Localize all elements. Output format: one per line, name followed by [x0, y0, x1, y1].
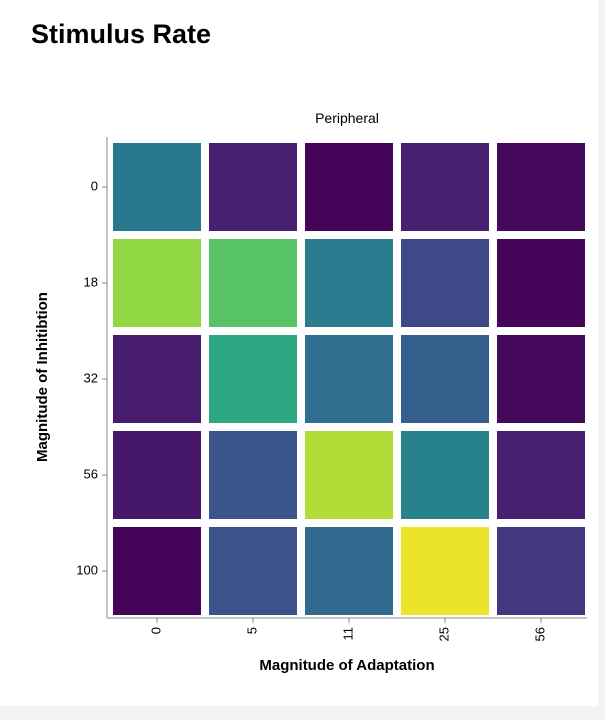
heatmap-cell-r4-c2 — [305, 527, 393, 615]
x-tick-label: 5 — [244, 627, 259, 634]
x-tick-label: 25 — [436, 627, 451, 641]
heatmap-cell-r4-c1 — [209, 527, 297, 615]
chart-axes — [106, 137, 587, 619]
heatmap-cell-r2-c0 — [113, 335, 201, 423]
x-tick-label: 11 — [340, 627, 355, 641]
heatmap-cell-r2-c1 — [209, 335, 297, 423]
heatmap-cell-r1-c1 — [209, 239, 297, 327]
heatmap-cell-r4-c3 — [401, 527, 489, 615]
heatmap-cell-r1-c0 — [113, 239, 201, 327]
heatmap-cell-r2-c4 — [497, 335, 585, 423]
y-tick-label: 0 — [91, 178, 98, 193]
heatmap-cell-r0-c0 — [113, 143, 201, 231]
heatmap-cell-r0-c2 — [305, 143, 393, 231]
heatmap-cell-r3-c2 — [305, 431, 393, 519]
panel-title: Peripheral — [315, 110, 379, 126]
y-tick-label: 56 — [84, 466, 98, 481]
x-axis-title: Magnitude of Adaptation — [259, 657, 434, 674]
heatmap-cell-r2-c2 — [305, 335, 393, 423]
heatmap-cell-r0-c1 — [209, 143, 297, 231]
heatmap-cell-r3-c3 — [401, 431, 489, 519]
heatmap-cell-r2-c3 — [401, 335, 489, 423]
y-tick-label: 100 — [76, 562, 98, 577]
heatmap-cell-r4-c4 — [497, 527, 585, 615]
heatmap-cell-r3-c4 — [497, 431, 585, 519]
x-tick-label: 0 — [148, 627, 163, 634]
heatmap-cell-r0-c3 — [401, 143, 489, 231]
x-axis-ticks: 0 5 11 25 56 — [148, 618, 547, 641]
y-axis-title: Magnitude of Inhitibtion — [34, 292, 51, 462]
heatmap-cell-r3-c1 — [209, 431, 297, 519]
y-axis-ticks: 0 18 32 56 100 — [76, 178, 107, 577]
x-tick-label: 56 — [532, 627, 547, 641]
heatmap-cell-r3-c0 — [113, 431, 201, 519]
heatmap-cell-r4-c0 — [113, 527, 201, 615]
heatmap-cell-r1-c2 — [305, 239, 393, 327]
y-tick-label: 18 — [84, 274, 98, 289]
heatmap-cells — [113, 143, 585, 615]
y-tick-label: 32 — [84, 370, 98, 385]
heatmap-cell-r1-c4 — [497, 239, 585, 327]
heatmap-cell-r1-c3 — [401, 239, 489, 327]
heatmap-cell-r0-c4 — [497, 143, 585, 231]
page-title: Stimulus Rate — [31, 19, 212, 49]
